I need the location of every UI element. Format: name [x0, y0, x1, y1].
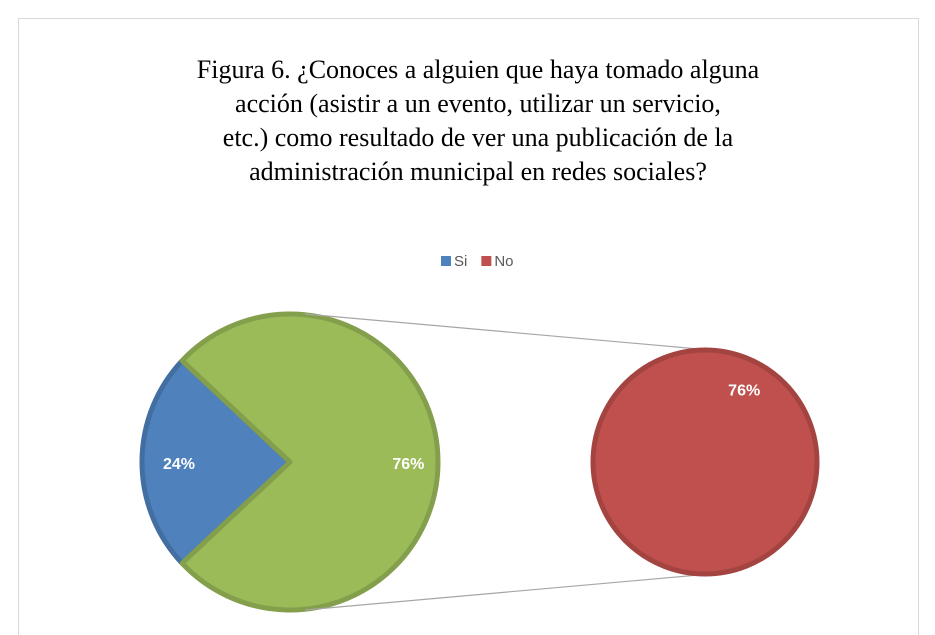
data-label: 76% — [392, 456, 424, 473]
legend-swatch — [481, 256, 492, 266]
connector — [304, 573, 711, 611]
chart-title: Figura 6. ¿Conoces a alguien que haya to… — [197, 55, 760, 186]
legend-swatch — [441, 256, 451, 266]
pie-slice — [139, 358, 293, 566]
pie-slice — [590, 347, 820, 577]
legend-label: No — [494, 253, 513, 270]
pie-slice-other — [179, 311, 441, 613]
legend: Si No — [441, 253, 514, 270]
data-label: 24% — [163, 456, 195, 473]
data-label: 76% — [728, 382, 760, 399]
legend-label: Si — [454, 253, 467, 270]
connector — [304, 313, 711, 351]
